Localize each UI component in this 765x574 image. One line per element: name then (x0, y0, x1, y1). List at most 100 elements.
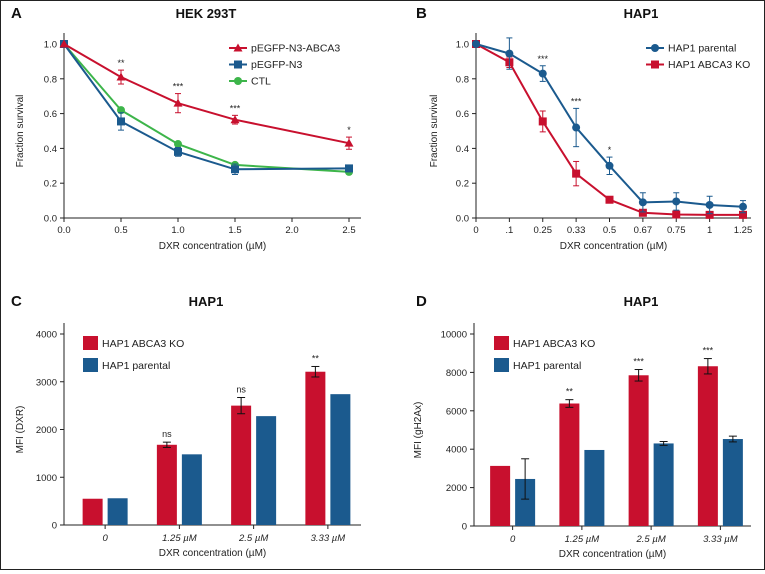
x-tick-label: 0 (102, 533, 108, 544)
x-tick-label: 1.25 µM (565, 534, 600, 545)
significance-label: ** (566, 387, 574, 397)
x-tick-label: 2.5 µM (636, 534, 666, 545)
panel-title: HAP1 (624, 294, 659, 309)
data-point (117, 117, 125, 126)
x-tick-label: 3.33 µM (703, 534, 738, 545)
series-ctl (60, 40, 353, 176)
y-tick-label: 0.0 (44, 214, 57, 225)
legend-marker (651, 60, 659, 69)
data-point (345, 164, 353, 173)
y-tick-label: 0.0 (456, 214, 469, 225)
significance-label: *** (173, 82, 184, 92)
data-point (638, 198, 647, 207)
x-tick-label: 2.5 (342, 225, 355, 236)
bar (628, 375, 649, 526)
significance-label: *** (703, 346, 714, 356)
legend-item: HAP1 parental (83, 358, 170, 372)
series-line (63, 43, 350, 173)
y-tick-label: 8000 (446, 368, 467, 379)
panel-letter: D (416, 293, 427, 310)
y-tick-label: 0.2 (456, 179, 469, 190)
legend-label: pEGFP-N3 (251, 59, 303, 71)
x-tick-label: 0.0 (57, 225, 70, 236)
panel-title: HEK 293T (176, 6, 237, 21)
legend-item: pEGFP-N3 (229, 59, 303, 71)
legend-marker (234, 77, 242, 85)
significance-label: ** (117, 58, 125, 68)
data-point (173, 98, 183, 107)
bar (559, 403, 580, 526)
y-tick-label: 0 (52, 521, 57, 532)
y-tick-label: 4000 (36, 330, 57, 341)
legend-label: HAP1 parental (668, 43, 736, 55)
data-point (344, 138, 354, 147)
y-tick-label: 0.8 (456, 74, 469, 85)
y-tick-label: 0.8 (44, 74, 57, 85)
x-tick-label: 0.75 (667, 225, 686, 236)
data-point (672, 197, 681, 206)
legend-label: HAP1 ABCA3 KO (513, 338, 595, 350)
legend-marker (234, 60, 242, 69)
significance-label: ** (312, 353, 320, 363)
significance-label: ns (162, 429, 172, 439)
data-point (505, 49, 514, 58)
x-axis-label: DXR concentration (µM) (159, 548, 266, 559)
panel-d: D HAP1 0 2000 4000 6000 8000 10000 MFI (gH2Ax) DX… (413, 293, 751, 560)
bar (107, 498, 128, 525)
legend-swatch (83, 336, 98, 350)
y-axis-label: Fraction survival (429, 95, 440, 168)
y-tick-label: 0.4 (44, 144, 57, 155)
bar (490, 465, 511, 526)
data-point (672, 210, 681, 219)
x-tick-label: 0 (510, 534, 516, 545)
y-tick-label: 2000 (446, 483, 467, 494)
data-point (116, 72, 126, 81)
x-tick-label: 0 (473, 225, 478, 236)
bar (231, 405, 252, 525)
x-tick-label: 0.67 (634, 225, 653, 236)
significance-label: * (608, 145, 612, 155)
data-point (174, 147, 182, 156)
panel-title: HAP1 (189, 294, 224, 309)
bar (305, 371, 326, 525)
legend-marker (651, 44, 659, 52)
x-tick-label: 2.0 (285, 225, 298, 236)
bar (330, 394, 351, 525)
panel-c: C HAP1 0 1000 2000 3000 4000 MFI (DXR) DXR conce… (11, 293, 361, 559)
x-tick-label: 1.25 µM (162, 533, 197, 544)
data-point (605, 161, 614, 170)
data-point (538, 69, 547, 78)
legend-item: HAP1 ABCA3 KO (646, 59, 750, 71)
legend-marker (233, 43, 243, 52)
bar (697, 366, 718, 526)
bar (82, 498, 103, 525)
y-tick-label: 1000 (36, 473, 57, 484)
series-line (63, 43, 350, 171)
panel-letter: A (11, 5, 22, 22)
bar (653, 443, 674, 526)
significance-label: ns (236, 385, 246, 395)
data-point (638, 208, 647, 217)
x-tick-label: 0.5 (114, 225, 127, 236)
significance-label: *** (571, 96, 582, 106)
data-point (605, 195, 614, 204)
panel-title: HAP1 (624, 6, 659, 21)
y-tick-label: 2000 (36, 425, 57, 436)
y-tick-label: 6000 (446, 406, 467, 417)
significance-label: *** (537, 54, 548, 64)
y-tick-label: 0.6 (44, 109, 57, 120)
x-tick-label: 1.0 (171, 225, 184, 236)
data-point (739, 210, 747, 219)
bar (722, 439, 743, 526)
significance-label: *** (230, 103, 241, 113)
data-point (538, 117, 547, 126)
bar (515, 478, 536, 526)
data-point (472, 40, 480, 48)
legend-label: HAP1 parental (513, 360, 581, 372)
y-tick-label: 0.6 (456, 109, 469, 120)
x-tick-label: 3.33 µM (311, 533, 346, 544)
data-point (572, 123, 581, 132)
data-point (705, 210, 714, 219)
